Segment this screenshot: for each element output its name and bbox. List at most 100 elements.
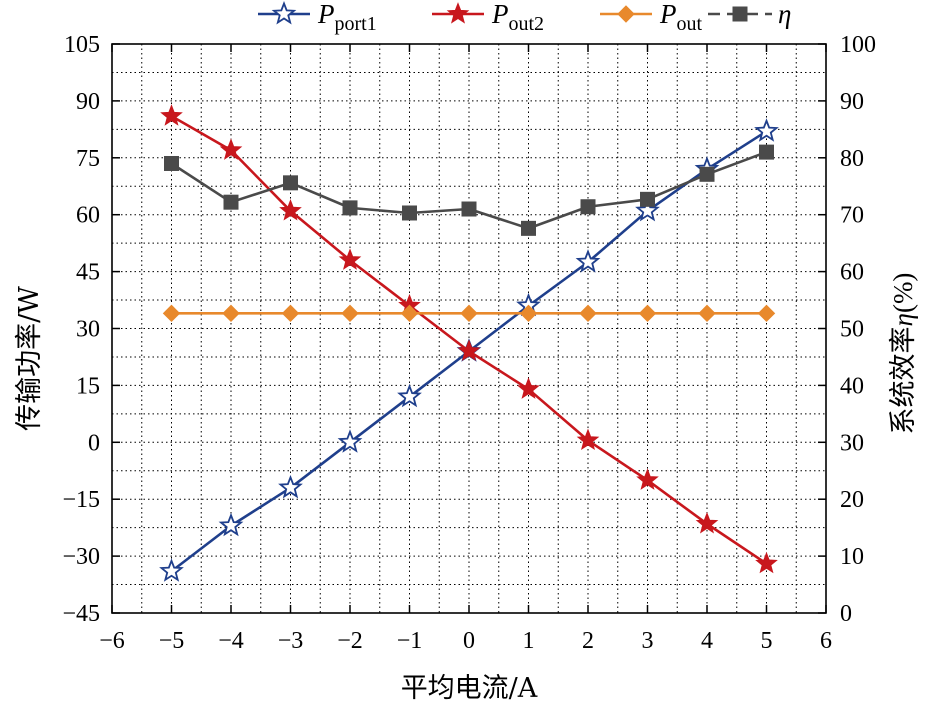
legend-marker — [271, 1, 297, 25]
y-right-tick-label: 100 — [840, 32, 876, 58]
series-P-out — [162, 304, 776, 323]
data-point — [517, 377, 540, 399]
x-axis-title: 平均电流/A — [401, 673, 538, 704]
data-point — [755, 551, 778, 574]
data-point — [579, 304, 597, 323]
y-left-tick-label: 105 — [64, 32, 100, 58]
y-left-tick-label: 15 — [76, 373, 100, 399]
data-point — [580, 199, 596, 215]
legend-label-main: P — [659, 0, 677, 29]
data-point — [635, 197, 660, 222]
data-point — [576, 428, 600, 451]
data-point — [338, 248, 362, 270]
x-tick-label: 2 — [582, 628, 594, 654]
y-right-tick-label: 0 — [840, 601, 852, 627]
data-point — [341, 304, 359, 323]
series-P-out2 — [160, 104, 778, 574]
legend-label-main: P — [317, 0, 335, 29]
y-left-tick-label: −15 — [62, 487, 100, 513]
data-point — [699, 166, 715, 182]
legend-label: Pport1 — [317, 0, 377, 35]
y-right-tick-label: 60 — [840, 260, 864, 286]
data-point — [281, 304, 300, 323]
y-right-tick-label: 20 — [840, 487, 864, 513]
data-point — [460, 304, 478, 323]
data-point — [636, 468, 659, 490]
legend-label-main: P — [491, 0, 509, 29]
legend-label-sub: out — [677, 13, 703, 35]
y-left-tick-label: −45 — [62, 601, 100, 627]
data-point — [759, 144, 774, 160]
y-right-tick-label: 50 — [840, 317, 864, 343]
data-point — [575, 249, 601, 273]
data-point — [402, 205, 417, 221]
legend-label-sub: out2 — [509, 13, 545, 35]
x-tick-label: −5 — [159, 628, 185, 654]
data-point — [159, 558, 184, 582]
data-point — [640, 191, 655, 207]
data-point — [222, 304, 240, 323]
legend-marker — [446, 2, 470, 24]
series-eta — [164, 144, 774, 236]
data-point — [219, 138, 243, 160]
data-point — [698, 304, 716, 323]
data-point — [400, 304, 419, 323]
y-left-tick-label: −30 — [62, 544, 100, 570]
x-tick-label: −3 — [278, 628, 304, 654]
y-axis-right-title: 系统效率η(%) — [888, 273, 919, 435]
legend-marker — [732, 6, 748, 22]
data-point — [223, 194, 239, 210]
y-axis-right-title-suffix: (%) — [888, 273, 918, 313]
y-axis-left-title: 传输功率/W — [14, 286, 45, 431]
y-right-tick-label: 40 — [840, 373, 864, 399]
x-tick-label: −4 — [218, 628, 244, 654]
y-right-tick-label: 10 — [840, 544, 864, 570]
data-point — [457, 339, 481, 361]
data-point — [164, 155, 179, 171]
legend-entry: Pport1 — [258, 0, 377, 35]
legend-entry: η — [708, 0, 791, 29]
legend-marker — [617, 5, 635, 23]
legend-entry: Pout2 — [432, 0, 544, 35]
x-tick-label: 0 — [463, 628, 475, 654]
data-point — [757, 304, 776, 323]
legend-label: η — [778, 0, 791, 29]
x-tick-label: −6 — [99, 628, 125, 654]
y-left-tick-label: 45 — [76, 260, 100, 286]
x-tick-label: 1 — [523, 628, 535, 654]
x-tick-label: 3 — [642, 628, 654, 654]
legend-label-main: η — [778, 0, 791, 29]
y-left-tick-label: 0 — [88, 430, 100, 456]
data-point — [283, 175, 298, 191]
data-point — [218, 512, 244, 537]
legend: Pport1 Pout2 Pout η — [258, 0, 791, 35]
data-point — [160, 104, 183, 126]
data-point — [397, 383, 422, 408]
y-right-tick-label: 80 — [840, 146, 864, 172]
x-tick-label: −1 — [397, 628, 423, 654]
x-tick-label: 4 — [701, 628, 713, 654]
data-point — [342, 200, 358, 216]
y-right-tick-label: 70 — [840, 203, 864, 229]
data-point — [162, 304, 181, 323]
x-tick-label: −2 — [337, 628, 363, 654]
legend-label: Pout2 — [491, 0, 544, 35]
grid-lines — [111, 43, 827, 614]
data-point — [337, 429, 363, 453]
data-point — [278, 474, 303, 499]
data-point — [461, 201, 477, 217]
y-axis-right-title-symbol: η — [888, 313, 918, 326]
data-point — [519, 304, 538, 323]
y-right-tick-label: 90 — [840, 89, 864, 115]
data-point — [521, 220, 536, 236]
data-point — [695, 511, 719, 534]
y-right-tick-label: 30 — [840, 430, 864, 456]
data-point — [279, 199, 302, 221]
y-left-tick-label: 90 — [76, 89, 100, 115]
data-point — [754, 118, 779, 142]
legend-label: Pout — [659, 0, 703, 35]
x-tick-label: 6 — [820, 628, 832, 654]
y-axis-right-title-prefix: 系统效率 — [888, 326, 919, 434]
y-left-tick-label: 60 — [76, 203, 100, 229]
